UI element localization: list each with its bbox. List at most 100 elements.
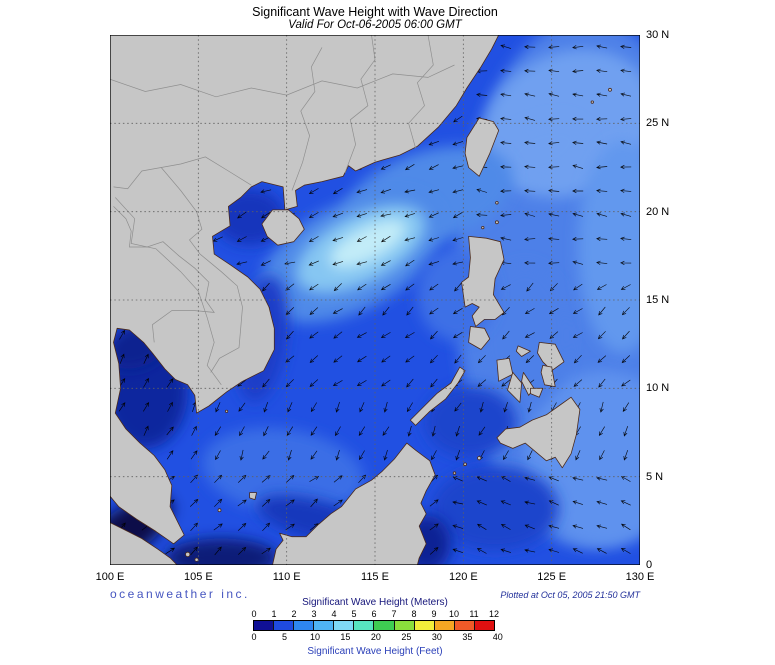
feet-tick: 20 — [370, 632, 381, 642]
colorbar-cell — [333, 621, 354, 630]
x-axis: 100 E 105 E 110 E 115 E 120 E 125 E 130 E — [0, 571, 775, 585]
feet-tick: 35 — [462, 632, 473, 642]
legend-scale: 0 1 2 3 4 5 6 7 8 9 10 11 12 0 5 10 15 20 25 30 35 40 — [251, 609, 502, 646]
wave-height-shade — [431, 466, 559, 551]
island — [481, 226, 485, 230]
inland-border — [113, 206, 215, 343]
inland-border — [115, 197, 222, 386]
landmass — [515, 345, 531, 357]
landmass — [409, 366, 466, 426]
y-tick: 0 — [646, 558, 653, 571]
island — [225, 409, 229, 413]
wave-height-shade — [164, 538, 278, 565]
feet-tick: 15 — [340, 632, 351, 642]
meters-tick: 11 — [469, 609, 479, 619]
feet-tick: 30 — [431, 632, 442, 642]
wave-map — [110, 35, 640, 565]
island — [194, 557, 199, 562]
meters-tick: 12 — [488, 609, 500, 619]
meters-tick: 6 — [371, 609, 377, 619]
y-tick: 30 N — [646, 29, 670, 41]
meters-tick: 5 — [351, 609, 357, 619]
inland-border — [110, 64, 455, 98]
landmass — [110, 522, 178, 565]
legend-feet-label: Significant Wave Height (Feet) — [307, 646, 443, 657]
landmass — [272, 442, 436, 565]
y-tick: 5 N — [646, 470, 664, 483]
inland-border — [291, 47, 323, 191]
landmass — [464, 117, 500, 177]
island — [217, 508, 222, 513]
plotted-timestamp: Plotted at Oct 05, 2005 21:50 GMT — [500, 590, 640, 600]
landmass — [110, 35, 500, 545]
meters-tick: 3 — [311, 609, 317, 619]
meters-tick: 1 — [271, 609, 277, 619]
island — [463, 462, 467, 467]
x-tick: 125 E — [537, 571, 567, 583]
feet-tick: 10 — [309, 632, 321, 642]
wave-height-shade — [424, 386, 517, 458]
island — [185, 551, 191, 558]
island — [494, 220, 499, 225]
colorbar-cell — [254, 621, 274, 630]
colorbar-cell — [313, 621, 334, 630]
landmass — [249, 492, 257, 500]
landmass — [496, 396, 581, 469]
meters-tick: 0 — [251, 609, 257, 619]
island — [590, 100, 594, 104]
x-tick: 100 E — [95, 571, 125, 583]
legend-meters-ticks: 0 1 2 3 4 5 6 7 8 9 10 11 12 — [251, 609, 499, 620]
colorbar-cell — [433, 621, 454, 630]
feet-tick: 40 — [492, 632, 503, 642]
meters-tick: 4 — [331, 609, 337, 619]
colorbar-cell — [413, 621, 434, 630]
x-tick: 130 E — [625, 571, 655, 583]
y-tick: 15 N — [646, 293, 670, 306]
meters-tick: 8 — [411, 609, 417, 619]
x-tick: 105 E — [183, 571, 213, 583]
x-tick: 115 E — [361, 571, 389, 583]
colorbar-cell — [473, 621, 494, 630]
y-tick: 25 N — [646, 117, 670, 130]
inland-border — [344, 35, 376, 173]
landmass — [461, 236, 505, 327]
landmass — [530, 387, 544, 398]
meters-tick: 7 — [391, 609, 397, 619]
chart-subtitle: Valid For Oct-06-2005 06:00 GMT — [288, 19, 462, 31]
y-tick: 10 N — [646, 382, 670, 395]
island — [495, 201, 499, 205]
wave-height-shade — [498, 118, 588, 181]
y-tick: 20 N — [646, 205, 670, 218]
oceanweather-logo: oceanweather inc. — [110, 587, 250, 601]
wave-height-shade — [202, 427, 364, 515]
x-tick: 110 E — [272, 571, 301, 583]
legend-feet-ticks: 0 5 10 15 20 25 30 35 40 — [251, 632, 502, 643]
inland-border — [408, 35, 434, 149]
colorbar-cell — [393, 621, 414, 630]
meters-tick: 9 — [431, 609, 437, 619]
colorbar-cell — [373, 621, 394, 630]
island — [452, 471, 457, 475]
meters-tick: 10 — [448, 609, 460, 619]
feet-tick: 5 — [281, 632, 288, 642]
landmass — [507, 372, 522, 403]
x-tick: 120 E — [448, 571, 478, 583]
landmasses — [110, 35, 612, 565]
island — [477, 455, 482, 461]
wave-height-shade — [329, 219, 407, 268]
landmass — [468, 326, 491, 350]
legend-meters-label: Significant Wave Height (Meters) — [302, 597, 448, 608]
legend-colorbar — [253, 620, 495, 631]
island — [608, 87, 612, 92]
meters-tick: 2 — [291, 609, 297, 619]
colorbar-cell — [453, 621, 474, 630]
chart-title: Significant Wave Height with Wave Direct… — [252, 5, 498, 19]
feet-tick: 25 — [401, 632, 412, 642]
colorbar-cell — [293, 621, 314, 630]
inland-border — [113, 156, 252, 190]
landmass — [261, 209, 305, 246]
feet-tick: 0 — [251, 632, 257, 642]
y-axis: 30 N 25 N 20 N 15 N 10 N 5 N 0 — [646, 0, 706, 600]
